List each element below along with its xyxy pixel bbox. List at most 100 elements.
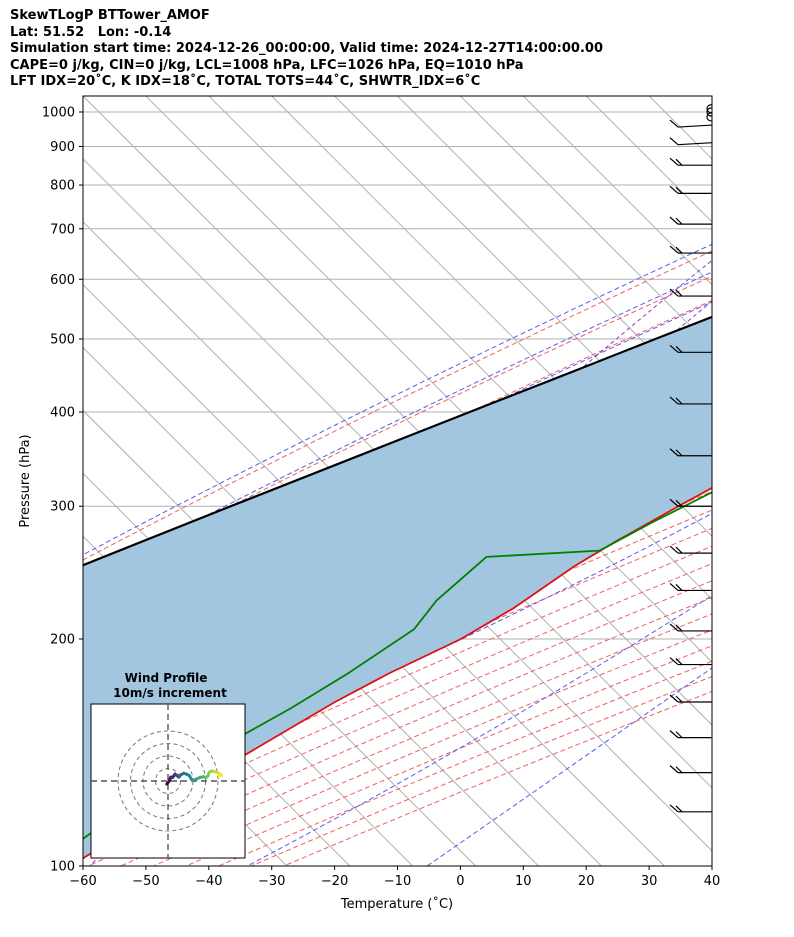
barb-half-feather xyxy=(675,217,683,225)
isotherm-line xyxy=(83,346,602,866)
axes: −60 −50 −40 −30 −20 −10 0 10 20 30 40 100 200 300 400 5… xyxy=(42,105,720,889)
y-tick-label: 900 xyxy=(50,140,75,155)
barb-feather xyxy=(669,288,679,297)
wind-barb xyxy=(669,245,712,254)
wind-barb xyxy=(669,448,712,457)
hodograph-segment xyxy=(217,773,223,778)
barb-feather xyxy=(669,498,679,507)
barb-half-feather xyxy=(675,186,683,194)
isotherm-line xyxy=(83,535,414,866)
wind-barb xyxy=(669,185,712,194)
barb-half-feather xyxy=(675,658,683,665)
wind-barb xyxy=(669,657,712,666)
wind-barb xyxy=(706,112,712,122)
barb-half-feather xyxy=(675,499,683,507)
x-tick-label: 0 xyxy=(456,874,464,889)
x-tick-label: −20 xyxy=(321,874,348,889)
wind-barb xyxy=(669,396,712,405)
barb-staff xyxy=(677,142,712,146)
isotherm-line xyxy=(711,96,712,97)
y-tick-label: 300 xyxy=(50,500,75,515)
moist-adiabat xyxy=(83,271,712,580)
x-tick-label: 20 xyxy=(578,874,595,889)
barb-feather xyxy=(669,582,679,591)
barb-feather xyxy=(669,185,679,194)
x-axis-label: Temperature (˚C) xyxy=(340,896,453,912)
barb-feather xyxy=(669,396,679,405)
y-tick-label: 800 xyxy=(50,179,75,194)
calm-circle xyxy=(706,107,712,117)
barb-feather xyxy=(669,657,679,665)
x-tick-label: 40 xyxy=(704,874,721,889)
x-tick-label: −40 xyxy=(195,874,222,889)
x-tick-label: 30 xyxy=(641,874,658,889)
barb-feather xyxy=(669,157,679,166)
temperature-line xyxy=(83,486,712,860)
y-tick-label: 700 xyxy=(50,222,75,237)
barb-half-feather xyxy=(675,805,683,813)
isotherm-line xyxy=(83,472,476,866)
wind-barb xyxy=(669,545,712,554)
barb-half-feather xyxy=(675,546,683,554)
wind-barb xyxy=(669,623,712,632)
chart-title: SkewTLogP BTTower_AMOF xyxy=(10,8,210,23)
wind-barb xyxy=(669,137,712,146)
chart-header: SkewTLogP BTTower_AMOF Lat: 51.52 Lon: -… xyxy=(10,8,603,91)
location-line: Lat: 51.52 Lon: -0.14 xyxy=(10,24,172,40)
wind-barb xyxy=(669,582,712,592)
barb-feather xyxy=(669,623,679,632)
y-tick-label: 200 xyxy=(50,633,75,648)
barb-staff xyxy=(677,124,712,128)
barb-feather xyxy=(669,804,679,813)
hodograph-ring xyxy=(117,730,219,832)
x-tick-label: −50 xyxy=(132,874,159,889)
barb-half-feather xyxy=(675,345,683,353)
dry-adiabat xyxy=(83,509,712,791)
barb-feather xyxy=(669,545,679,554)
barb-feather xyxy=(669,245,679,254)
wind-barb xyxy=(669,344,712,353)
barb-feather xyxy=(669,344,679,353)
wind-barb xyxy=(669,157,712,166)
barb-half-feather xyxy=(675,397,683,405)
barb-feather xyxy=(669,216,679,225)
barb-feather xyxy=(669,730,679,739)
wind-barb xyxy=(669,498,712,507)
barb-half-feather xyxy=(675,731,683,739)
barb-feather xyxy=(669,448,679,457)
inset-subtitle: 10m/s increment xyxy=(113,686,227,700)
isotherm-line xyxy=(83,409,539,866)
y-tick-label: 1000 xyxy=(42,105,75,120)
barb-feather xyxy=(669,119,679,128)
y-axis-label: Pressure (hPa) xyxy=(18,434,33,527)
calm-circle xyxy=(706,112,712,122)
x-tick-label: −30 xyxy=(258,874,285,889)
barb-half-feather xyxy=(675,624,683,632)
wind-barb xyxy=(669,288,712,297)
barb-half-feather xyxy=(675,695,683,703)
barb-feather xyxy=(669,137,679,146)
y-tick-label: 500 xyxy=(50,332,75,347)
barb-half-feather xyxy=(675,449,683,457)
isotherm-line xyxy=(334,96,712,475)
isotherm-line xyxy=(83,283,665,866)
isotherm-line xyxy=(460,96,712,349)
wind-barb xyxy=(669,730,712,739)
hodograph xyxy=(91,704,245,858)
barb-feather xyxy=(669,765,679,774)
barb-half-feather xyxy=(675,583,683,591)
isotherm-line xyxy=(522,96,712,286)
wind-barb xyxy=(669,119,712,128)
wind-profile-inset: Wind Profile 10m/s increment xyxy=(90,671,246,859)
wind-barb xyxy=(706,107,712,117)
dry-adiabat xyxy=(83,250,712,561)
barb-half-feather xyxy=(675,289,683,297)
isotherm-line xyxy=(397,96,712,412)
x-tick-label: −60 xyxy=(69,874,96,889)
x-tick-label: −10 xyxy=(384,874,411,889)
wind-barb xyxy=(669,694,712,703)
barb-feather xyxy=(669,694,679,703)
y-tick-label: 400 xyxy=(50,406,75,421)
wind-barb xyxy=(669,216,712,225)
y-tick-label: 100 xyxy=(50,860,75,875)
